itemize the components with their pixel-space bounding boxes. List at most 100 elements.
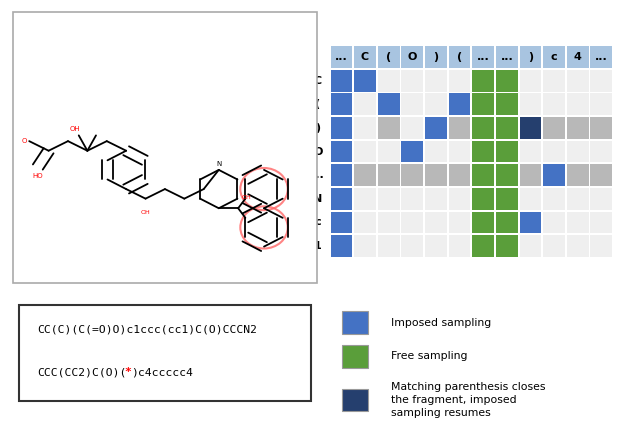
Bar: [378, 165, 399, 186]
Text: N: N: [216, 161, 221, 167]
Bar: [472, 188, 494, 210]
Bar: [543, 212, 565, 233]
Bar: [330, 212, 352, 233]
Bar: [425, 165, 447, 186]
Text: *: *: [124, 368, 131, 377]
Bar: [425, 235, 447, 257]
Bar: [354, 70, 376, 92]
Bar: [567, 93, 589, 115]
Bar: [496, 212, 518, 233]
Text: ...: ...: [335, 52, 348, 62]
Bar: [425, 117, 447, 139]
Text: (: (: [457, 52, 462, 62]
Text: Free sampling: Free sampling: [391, 351, 468, 361]
Bar: [449, 117, 470, 139]
Text: ...: ...: [595, 52, 608, 62]
Text: OH: OH: [241, 195, 251, 200]
Bar: [330, 93, 352, 115]
Bar: [543, 117, 565, 139]
Bar: [520, 188, 541, 210]
Bar: [378, 46, 399, 68]
Text: OH: OH: [141, 210, 150, 215]
Bar: [543, 141, 565, 162]
Bar: [401, 70, 423, 92]
Bar: [520, 70, 541, 92]
Bar: [520, 141, 541, 162]
Text: Matching parenthesis closes
the fragment, imposed
sampling resumes: Matching parenthesis closes the fragment…: [391, 382, 545, 418]
Bar: [472, 141, 494, 162]
Bar: [567, 117, 589, 139]
Text: 4: 4: [574, 52, 582, 62]
Bar: [543, 188, 565, 210]
Bar: [472, 46, 494, 68]
Bar: [378, 141, 399, 162]
Text: O: O: [408, 52, 417, 62]
Bar: [496, 117, 518, 139]
Bar: [425, 212, 447, 233]
Bar: [19, 305, 310, 401]
Bar: [449, 70, 470, 92]
Text: c: c: [551, 52, 557, 62]
Bar: [591, 188, 612, 210]
Text: C: C: [361, 52, 369, 62]
Bar: [354, 93, 376, 115]
Bar: [472, 93, 494, 115]
Bar: [567, 46, 589, 68]
Bar: [520, 235, 541, 257]
Bar: [567, 212, 589, 233]
Bar: [401, 141, 423, 162]
Bar: [496, 188, 518, 210]
Bar: [354, 165, 376, 186]
FancyBboxPatch shape: [342, 311, 368, 334]
Text: HO: HO: [33, 173, 43, 179]
Bar: [472, 70, 494, 92]
Bar: [591, 70, 612, 92]
Bar: [496, 93, 518, 115]
Bar: [307, 93, 329, 115]
Bar: [401, 188, 423, 210]
Bar: [307, 117, 329, 139]
Bar: [591, 117, 612, 139]
Text: O: O: [22, 138, 27, 144]
Bar: [567, 235, 589, 257]
Bar: [496, 165, 518, 186]
Bar: [591, 235, 612, 257]
Bar: [449, 141, 470, 162]
Bar: [378, 117, 399, 139]
Bar: [354, 212, 376, 233]
Bar: [330, 46, 352, 68]
Bar: [307, 188, 329, 210]
Bar: [378, 235, 399, 257]
Text: (: (: [386, 52, 391, 62]
Text: ...: ...: [500, 52, 513, 62]
Bar: [472, 117, 494, 139]
Bar: [354, 235, 376, 257]
FancyBboxPatch shape: [342, 345, 368, 368]
Bar: [307, 165, 329, 186]
Bar: [496, 235, 518, 257]
Bar: [307, 70, 329, 92]
Bar: [425, 93, 447, 115]
Bar: [591, 141, 612, 162]
Text: N: N: [313, 194, 323, 204]
Bar: [354, 46, 376, 68]
Bar: [567, 70, 589, 92]
Bar: [567, 165, 589, 186]
Text: Imposed sampling: Imposed sampling: [391, 318, 492, 328]
Bar: [449, 46, 470, 68]
Bar: [449, 188, 470, 210]
Text: c: c: [314, 218, 321, 227]
Bar: [307, 141, 329, 162]
Bar: [449, 93, 470, 115]
Bar: [401, 46, 423, 68]
Bar: [520, 46, 541, 68]
Bar: [425, 70, 447, 92]
Bar: [378, 188, 399, 210]
Bar: [354, 188, 376, 210]
Text: CCC(CC2)C(O)(: CCC(CC2)C(O)(: [38, 368, 127, 377]
Bar: [449, 165, 470, 186]
Bar: [543, 235, 565, 257]
Bar: [567, 141, 589, 162]
Bar: [591, 93, 612, 115]
Bar: [354, 141, 376, 162]
